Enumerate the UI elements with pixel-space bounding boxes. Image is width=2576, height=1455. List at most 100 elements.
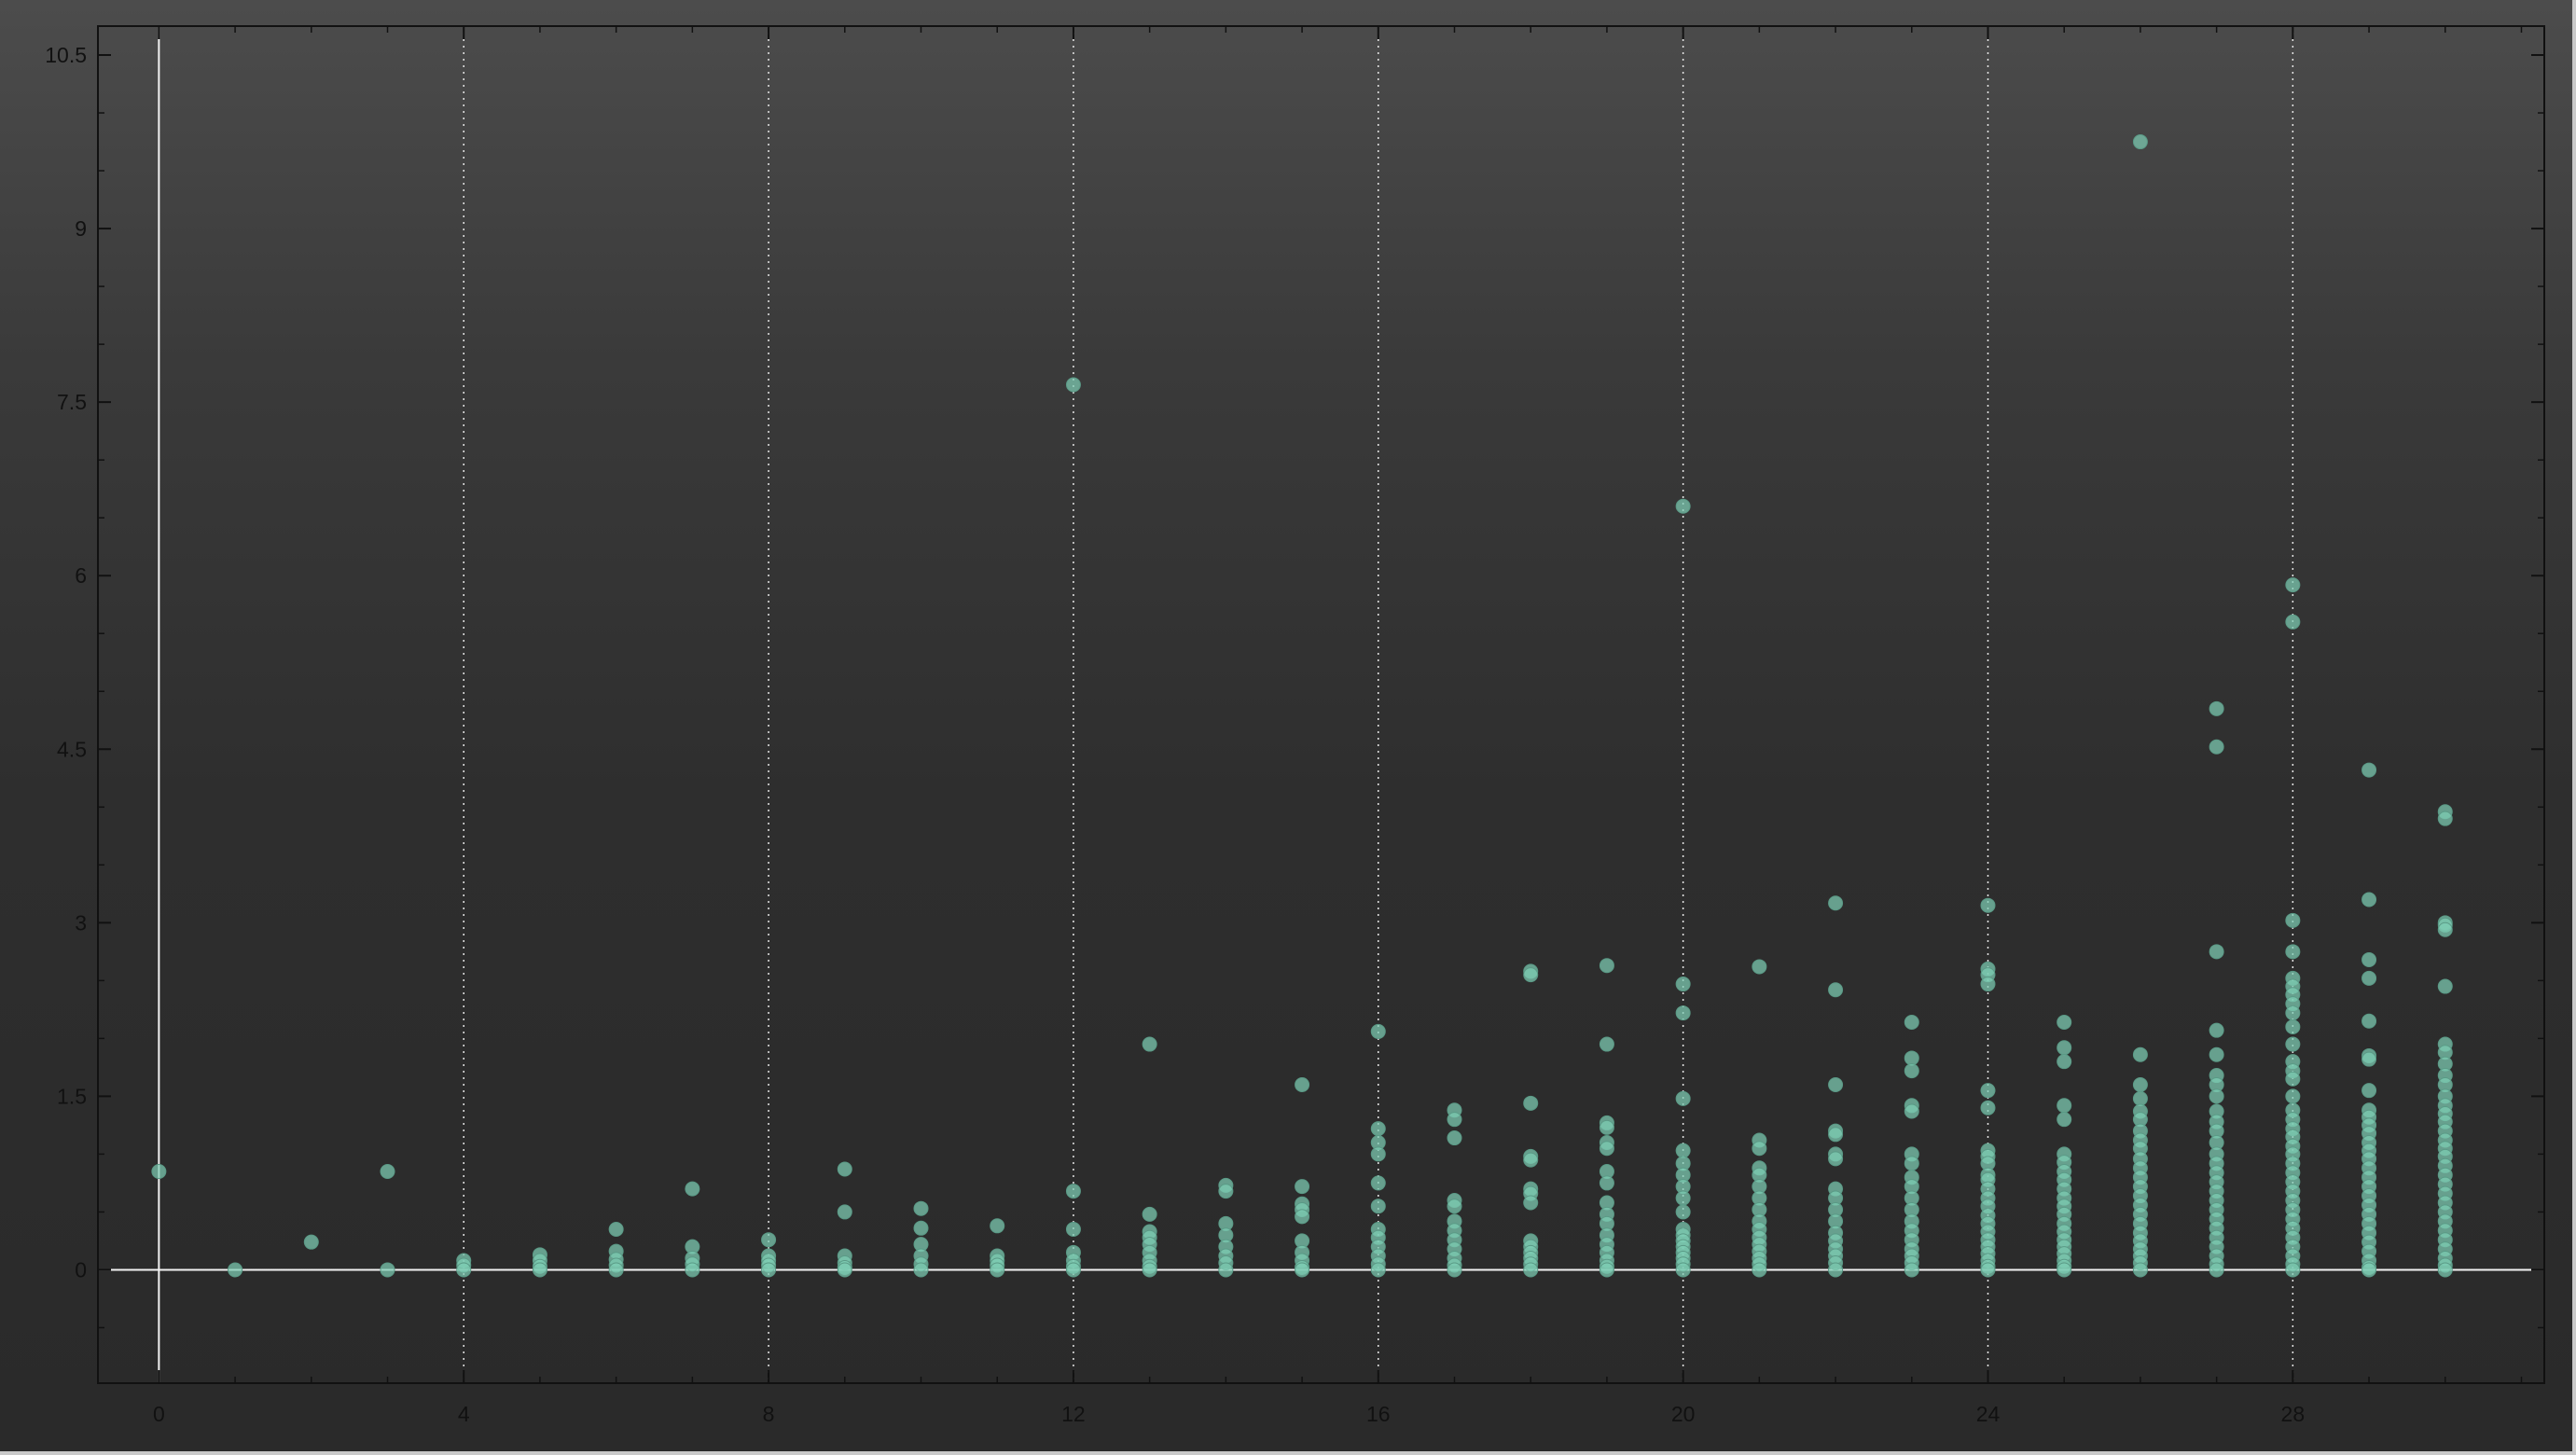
data-point — [1142, 1206, 1157, 1222]
y-tick-label: 1.5 — [57, 1084, 87, 1108]
data-point — [1828, 1076, 1844, 1092]
data-point — [2361, 892, 2377, 908]
x-tick-label: 4 — [458, 1402, 470, 1426]
data-point — [1599, 1175, 1614, 1191]
data-point — [2285, 944, 2301, 960]
data-point — [1218, 1262, 1234, 1278]
data-point — [2209, 739, 2224, 755]
data-point — [2285, 1262, 2301, 1278]
data-point — [1980, 897, 1996, 913]
data-point — [913, 1262, 929, 1278]
x-tick-label: 24 — [1976, 1402, 2001, 1426]
data-point — [608, 1262, 624, 1278]
data-point — [2437, 1262, 2453, 1278]
x-tick-label: 28 — [2281, 1402, 2306, 1426]
data-point — [1523, 1095, 1539, 1111]
data-point — [685, 1262, 700, 1278]
y-tick-label: 0 — [75, 1257, 87, 1282]
data-point — [456, 1262, 472, 1278]
data-point — [1065, 377, 1081, 393]
data-point — [2209, 700, 2224, 716]
data-point — [1370, 1023, 1386, 1039]
data-point — [532, 1262, 547, 1278]
data-point — [2057, 1112, 2072, 1128]
x-tick-label: 16 — [1366, 1402, 1391, 1426]
x-tick-label: 20 — [1671, 1402, 1696, 1426]
data-point — [1980, 1083, 1996, 1099]
data-point — [837, 1262, 852, 1278]
data-point — [1599, 1119, 1614, 1135]
data-point — [1065, 1222, 1081, 1238]
data-point — [1675, 1143, 1691, 1158]
data-point — [1142, 1262, 1157, 1278]
tick-marks — [98, 26, 2544, 1383]
data-point — [2285, 1018, 2301, 1034]
data-point — [1142, 1036, 1157, 1052]
data-point — [1904, 1103, 1919, 1119]
data-point — [2437, 922, 2453, 937]
data-point — [837, 1161, 852, 1177]
data-point — [2285, 1071, 2301, 1087]
data-point — [1904, 1262, 1919, 1278]
data-point — [2361, 970, 2377, 986]
data-point — [2361, 1262, 2377, 1278]
data-point — [1295, 1076, 1310, 1092]
data-point — [1218, 1184, 1234, 1199]
data-point — [2132, 134, 2148, 150]
data-point — [1675, 1204, 1691, 1220]
tick-labels: 0 4 8 12 16 20 24 28 0 1.5 3 4.5 6 7.5 9 10.5 — [45, 43, 2305, 1426]
data-point — [2057, 1014, 2072, 1030]
data-point — [1752, 1262, 1767, 1278]
data-point — [1065, 1262, 1081, 1278]
data-point — [2285, 1036, 2301, 1052]
data-point — [1447, 1199, 1462, 1214]
data-point — [1675, 1262, 1691, 1278]
data-point — [1980, 1100, 1996, 1116]
data-point — [761, 1262, 777, 1278]
data-point — [1447, 1112, 1462, 1128]
data-point — [990, 1262, 1005, 1278]
y-tick-label: 10.5 — [45, 43, 87, 67]
y-tick-label: 7.5 — [57, 390, 87, 414]
data-point — [2361, 762, 2377, 778]
plot-frame — [97, 25, 2545, 1384]
data-point — [1599, 958, 1614, 974]
data-point — [1904, 1050, 1919, 1066]
data-point — [1828, 895, 1844, 911]
data-point — [2285, 577, 2301, 593]
data-point — [1523, 1262, 1539, 1278]
x-tick-label: 12 — [1061, 1402, 1086, 1426]
data-point — [1295, 1209, 1310, 1225]
data-point — [151, 1164, 167, 1180]
data-point — [2437, 811, 2453, 826]
data-point — [2057, 1262, 2072, 1278]
data-point — [2132, 1090, 2148, 1106]
data-point — [380, 1164, 395, 1180]
data-point — [1370, 1199, 1386, 1214]
data-point — [2132, 1076, 2148, 1092]
data-point — [1828, 1127, 1844, 1143]
data-point — [837, 1204, 852, 1220]
data-point — [1980, 977, 1996, 992]
data-point — [1370, 1262, 1386, 1278]
data-point — [2209, 1022, 2224, 1038]
data-point — [1675, 977, 1691, 992]
data-point — [1599, 1036, 1614, 1052]
data-point — [2057, 1040, 2072, 1056]
data-point — [1980, 1262, 1996, 1278]
data-point — [1675, 1090, 1691, 1106]
data-point — [1370, 1121, 1386, 1137]
axes — [98, 26, 2544, 1383]
data-point — [2437, 978, 2453, 994]
data-point — [913, 1220, 929, 1236]
data-point — [303, 1234, 319, 1250]
data-point — [1904, 1014, 1919, 1030]
data-point — [2209, 944, 2224, 960]
data-point — [1295, 1179, 1310, 1195]
data-point — [1675, 498, 1691, 514]
data-point — [1523, 1195, 1539, 1211]
data-point — [2361, 1051, 2377, 1067]
data-point — [2361, 1013, 2377, 1029]
data-point — [380, 1262, 395, 1278]
